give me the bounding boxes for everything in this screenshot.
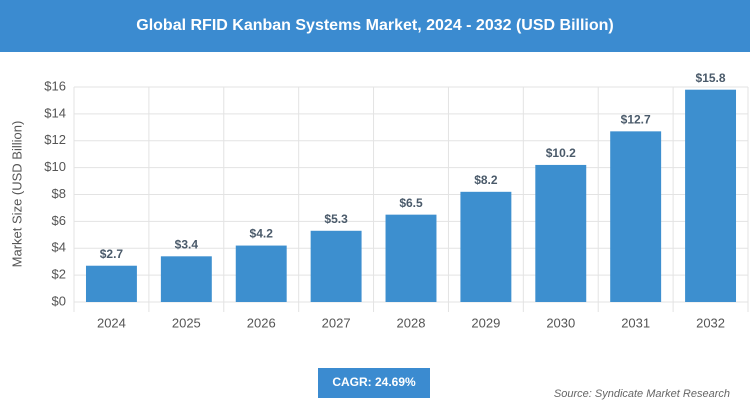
x-tick-label: 2031 [621,315,650,330]
cagr-label: CAGR: 24.69% [332,375,416,389]
value-label: $8.2 [474,173,498,187]
y-tick-label: $12 [44,132,66,147]
bar [535,164,587,302]
bar [160,256,212,302]
value-label: $5.3 [324,212,348,226]
chart-title: Global RFID Kanban Systems Market, 2024 … [136,17,613,34]
value-label: $3.4 [175,237,199,251]
bar [85,265,137,302]
y-tick-label: $10 [44,159,66,174]
x-tick-label: 2025 [172,315,201,330]
y-tick-label: $16 [44,78,66,93]
source-note: Source: Syndicate Market Research [554,388,730,400]
bar [610,131,662,302]
y-axis-label: Market Size (USD Billion) [9,121,24,268]
x-tick-label: 2027 [322,315,351,330]
value-label: $10.2 [546,146,576,160]
y-tick-label: $0 [52,293,66,308]
bar [385,214,437,302]
value-label: $4.2 [250,227,274,241]
x-tick-label: 2028 [397,315,426,330]
value-label: $6.5 [399,196,423,210]
x-tick-label: 2032 [696,315,725,330]
bar [460,191,512,302]
y-tick-label: $8 [52,186,66,201]
bar [685,89,737,302]
bar [235,245,287,302]
x-tick-label: 2026 [247,315,276,330]
value-label: $2.7 [100,247,124,261]
title-bar [0,0,750,52]
y-tick-label: $6 [52,213,66,228]
x-tick-label: 2029 [471,315,500,330]
bar [310,230,362,302]
x-tick-label: 2024 [97,315,126,330]
y-tick-label: $4 [52,240,66,255]
y-tick-label: $14 [44,105,66,120]
value-label: $15.8 [696,71,726,85]
cagr-box [318,368,430,398]
value-label: $12.7 [621,113,651,127]
x-tick-label: 2030 [546,315,575,330]
y-tick-label: $2 [52,267,66,282]
